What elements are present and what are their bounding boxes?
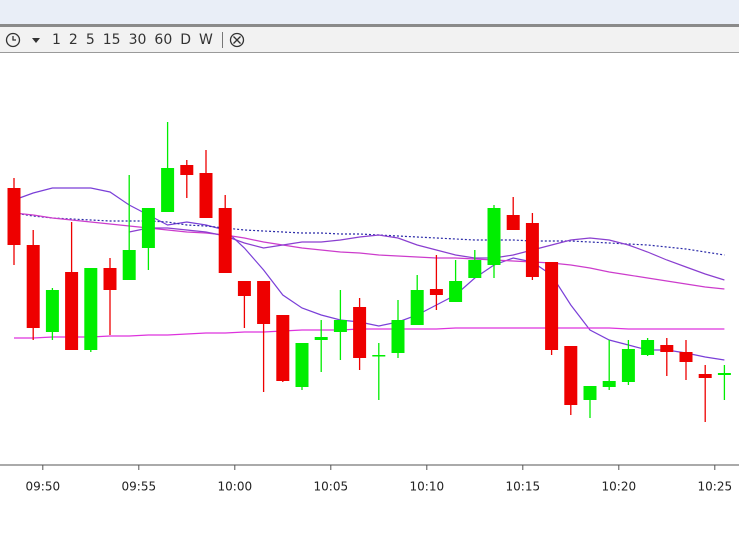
candle-body	[410, 290, 424, 325]
candle-body	[660, 345, 674, 352]
candle-body	[429, 289, 443, 295]
interval-button[interactable]: 5	[85, 31, 95, 48]
x-tick-label: 10:10	[410, 480, 445, 494]
candle-body	[314, 337, 328, 340]
candle-body	[141, 208, 155, 248]
candle-body	[391, 320, 405, 353]
title-bar	[0, 0, 739, 27]
interval-button[interactable]: D	[180, 31, 192, 48]
interval-button[interactable]: 2	[68, 31, 78, 48]
candle-body	[103, 268, 117, 290]
moving-average-line	[13, 212, 725, 256]
candle-body	[449, 281, 463, 302]
candle-body	[641, 340, 655, 355]
candle-body	[372, 355, 386, 357]
candle-body	[45, 290, 59, 332]
candle-body	[257, 281, 271, 324]
candle-body	[698, 374, 712, 378]
interval-button[interactable]: 30	[128, 31, 147, 48]
candle-body	[237, 281, 251, 296]
clock-dropdown[interactable]	[4, 30, 48, 50]
x-tick-label: 10:15	[506, 480, 541, 494]
x-tick-label: 09:50	[26, 480, 61, 494]
candle-body	[7, 188, 21, 245]
candle-body	[717, 373, 731, 375]
candle-body	[180, 165, 194, 175]
moving-average-line	[14, 327, 725, 339]
candle-body	[679, 352, 693, 362]
x-tick-label: 10:25	[698, 480, 733, 494]
candle-body	[218, 208, 232, 273]
candle-body	[545, 262, 559, 350]
toolbar: 1 2 5 15 30 60 D W	[0, 27, 739, 53]
interval-button[interactable]: 60	[154, 31, 173, 48]
candle-body	[295, 343, 309, 387]
candle-body	[276, 315, 290, 381]
candle-body	[506, 215, 520, 230]
candle-body	[333, 320, 347, 332]
separator	[221, 31, 223, 48]
candle-body	[468, 260, 482, 278]
candle-body	[26, 245, 40, 328]
candle-body	[65, 272, 79, 350]
candle-body	[199, 173, 213, 218]
candle-body	[583, 386, 597, 400]
candle-body	[353, 307, 367, 358]
interval-group: 1 2 5 15 30 60 D W	[48, 32, 217, 48]
candle-body	[84, 268, 98, 350]
candle-body	[161, 168, 175, 212]
candle-body	[487, 208, 501, 265]
interval-button[interactable]: 15	[102, 31, 121, 48]
candle-body	[525, 223, 539, 277]
candle-body	[602, 381, 616, 387]
x-tick-label: 10:05	[314, 480, 349, 494]
candle-body	[564, 346, 578, 405]
moving-average-line	[129, 227, 725, 281]
x-tick-label: 10:00	[218, 480, 253, 494]
x-tick-label: 10:20	[602, 480, 637, 494]
interval-button[interactable]: W	[199, 31, 213, 48]
candle-body	[621, 349, 635, 382]
candle-body	[122, 250, 136, 280]
moving-average-line	[13, 212, 725, 290]
moving-average-line	[13, 187, 725, 361]
interval-button[interactable]: 1	[52, 31, 61, 48]
close-button[interactable]	[228, 30, 246, 50]
x-tick-label: 09:55	[122, 480, 157, 494]
